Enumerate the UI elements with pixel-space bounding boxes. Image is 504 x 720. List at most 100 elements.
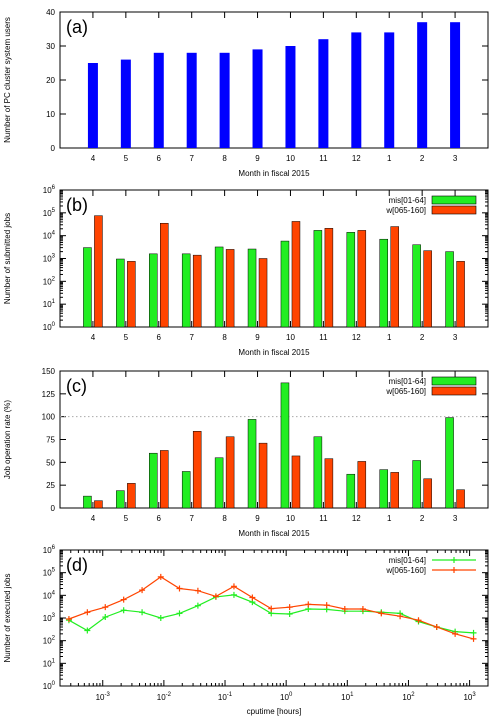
bar-0-1 (94, 500, 103, 509)
point-0-2 (102, 614, 109, 621)
bar-8-1 (357, 230, 367, 328)
legend-swatch-0 (431, 376, 477, 386)
x-tick-label: 101 (341, 692, 354, 702)
x-tick-label: 1 (387, 333, 392, 342)
point-1-19 (415, 617, 422, 624)
point-1-18 (397, 613, 404, 620)
legend-label-0: mis[01-64] (389, 377, 426, 386)
bar-1-0 (120, 59, 131, 148)
bar-6-0 (280, 240, 290, 328)
x-tick-label: 8 (222, 514, 227, 523)
x-tick-label: 1 (387, 154, 392, 163)
bar-9-1 (390, 472, 399, 509)
x-tick-label: 12 (352, 154, 361, 163)
x-tick-label: 6 (157, 333, 162, 342)
bar-7-1 (324, 228, 334, 328)
bar-5-1 (258, 258, 268, 328)
y-tick-label: 30 (46, 42, 55, 51)
x-tick-label: 1 (387, 514, 392, 523)
legend-marker-0 (451, 557, 457, 563)
bar-1-1 (127, 483, 136, 509)
x-tick-label: 3 (453, 154, 458, 163)
x-tick-label: 102 (402, 692, 415, 702)
x-tick-label: 8 (222, 333, 227, 342)
bar-9-0 (379, 469, 388, 509)
x-tick-label: 5 (124, 514, 129, 523)
bar-2-1 (160, 222, 169, 328)
point-1-10 (249, 594, 256, 601)
x-tick-label: 3 (453, 514, 458, 523)
bar-8-0 (346, 232, 356, 328)
bar-4-0 (214, 246, 224, 328)
x-tick-label: 10-3 (96, 692, 111, 702)
bar-10-1 (423, 250, 432, 328)
bar-2-0 (149, 452, 158, 509)
bar-1-1 (127, 261, 136, 328)
x-tick-label: 8 (222, 154, 227, 163)
bar-6-1 (291, 221, 301, 328)
bar-3-0 (181, 253, 191, 328)
y-tick-label: 20 (46, 76, 55, 85)
point-0-22 (470, 629, 477, 636)
y-tick-label: 106 (43, 545, 56, 555)
bar-6-1 (291, 455, 301, 509)
x-tick-label: 11 (319, 154, 328, 163)
x-tick-label: 5 (124, 333, 129, 342)
y-tick-label: 103 (43, 613, 56, 623)
y-tick-label: 50 (46, 458, 55, 467)
y-axis-label: Job operation rate (%) (3, 400, 12, 479)
point-1-5 (157, 573, 164, 580)
point-1-1 (84, 609, 91, 616)
bar-10-1 (423, 478, 432, 509)
bar-0-1 (94, 215, 103, 328)
bar-0-0 (83, 495, 92, 509)
bar-1-0 (116, 490, 125, 509)
point-1-15 (341, 605, 348, 612)
bar-5-0 (252, 49, 263, 148)
bar-7-0 (313, 436, 323, 509)
x-axis-label: Month in fiscal 2015 (238, 348, 310, 357)
point-1-20 (433, 624, 440, 631)
point-1-9 (230, 583, 237, 590)
point-0-6 (176, 610, 183, 617)
y-tick-label: 102 (43, 276, 56, 286)
x-tick-label: 4 (91, 154, 96, 163)
x-tick-label: 7 (189, 514, 194, 523)
bar-6-0 (285, 46, 296, 148)
bar-5-0 (247, 248, 257, 328)
bar-9-1 (390, 226, 399, 328)
point-0-12 (286, 611, 293, 618)
x-tick-label: 7 (189, 333, 194, 342)
y-tick-label: 104 (43, 231, 56, 241)
bar-11-1 (456, 489, 465, 509)
legend-swatch-1 (431, 386, 477, 396)
x-tick-label: 6 (157, 514, 162, 523)
bar-6-0 (280, 382, 290, 509)
x-axis-label: Month in fiscal 2015 (238, 529, 310, 538)
x-tick-label: 5 (124, 154, 129, 163)
y-tick-label: 101 (43, 299, 56, 309)
bar-5-1 (258, 442, 268, 509)
y-tick-label: 125 (42, 390, 56, 399)
point-0-5 (157, 615, 164, 621)
x-axis-label: Month in fiscal 2015 (238, 169, 310, 178)
y-tick-label: 0 (51, 144, 56, 153)
x-tick-label: 10 (286, 333, 295, 342)
y-tick-label: 101 (43, 658, 56, 668)
point-1-6 (176, 585, 183, 592)
bar-0-0 (87, 63, 98, 148)
y-tick-label: 103 (43, 254, 56, 264)
bar-9-0 (384, 32, 395, 148)
x-tick-label: 4 (91, 514, 96, 523)
point-1-0 (65, 616, 72, 623)
bar-7-0 (313, 230, 323, 328)
point-0-3 (120, 607, 127, 614)
point-1-11 (268, 605, 275, 612)
y-tick-label: 100 (43, 322, 56, 332)
bar-7-1 (324, 458, 334, 509)
chart-panel-0: (a) Month in fiscal 2015 Number of PC clus… (3, 8, 489, 178)
bar-4-1 (225, 249, 235, 328)
bar-11-0 (445, 417, 454, 509)
chart-panel-3: (d) cputime [hours] Number of executed job… (3, 545, 489, 716)
point-1-7 (194, 587, 201, 594)
